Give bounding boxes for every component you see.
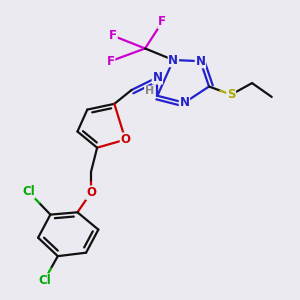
Text: F: F <box>158 15 166 28</box>
Text: Cl: Cl <box>22 185 35 198</box>
Text: Cl: Cl <box>38 274 51 287</box>
Text: N: N <box>195 55 206 68</box>
Text: F: F <box>107 55 115 68</box>
Text: F: F <box>109 29 117 42</box>
Text: H: H <box>145 86 154 96</box>
Text: S: S <box>227 88 236 101</box>
Text: N: N <box>179 96 189 109</box>
Text: O: O <box>120 133 130 146</box>
Text: N: N <box>152 71 162 84</box>
Text: O: O <box>86 186 96 199</box>
Text: N: N <box>168 53 178 67</box>
